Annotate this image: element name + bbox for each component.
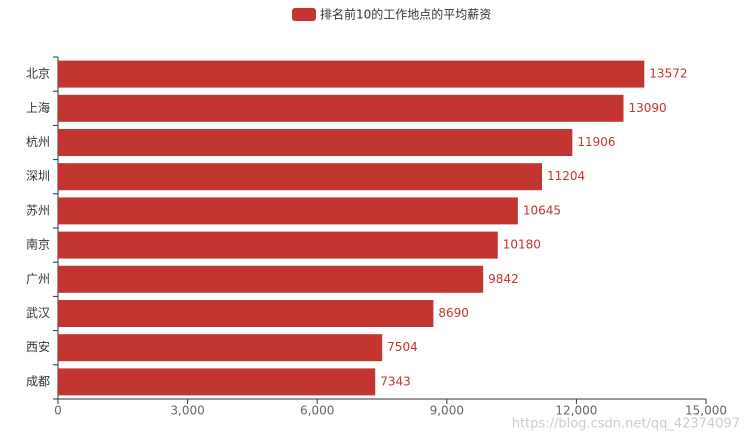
y-tick-label: 成都 [26,374,50,388]
y-tick-label: 北京 [26,67,50,81]
x-tick-label: 0 [54,404,62,418]
value-label: 11204 [547,169,585,183]
bar [58,265,484,293]
bar [58,231,498,259]
x-tick-label: 15,000 [685,404,727,418]
value-label: 10180 [503,238,541,252]
y-tick-label: 深圳 [26,169,50,183]
legend-swatch [292,8,316,21]
value-label: 13090 [628,101,666,115]
value-label: 7343 [380,374,411,388]
y-tick-label: 杭州 [26,134,50,149]
value-label: 7504 [387,340,418,354]
value-label: 11906 [577,135,615,149]
bar [58,94,624,122]
value-label: 9842 [488,272,519,286]
y-tick-label: 上海 [26,100,50,115]
bar [58,197,518,225]
bar [58,60,645,88]
y-tick-label: 南京 [26,237,50,252]
y-tick-label: 广州 [26,272,50,286]
watermark: https://blog.csdn.net/qq_42374097 [512,417,740,432]
bar [58,129,573,156]
value-label: 13572 [649,67,687,81]
value-label: 8690 [438,306,469,320]
x-tick-label: 12,000 [555,404,597,418]
legend-label: 排名前10的工作地点的平均薪资 [320,7,491,22]
y-tick-label: 西安 [26,339,50,354]
y-tick-label: 武汉 [26,306,50,320]
bar [58,163,543,191]
y-tick-label: 苏州 [26,203,50,217]
x-tick-label: 9,000 [430,404,464,418]
bar [58,368,376,396]
x-tick-label: 6,000 [300,404,334,418]
x-tick-label: 3,000 [170,404,204,418]
bar [58,334,383,362]
bar [58,300,434,327]
value-label: 10645 [523,203,561,217]
